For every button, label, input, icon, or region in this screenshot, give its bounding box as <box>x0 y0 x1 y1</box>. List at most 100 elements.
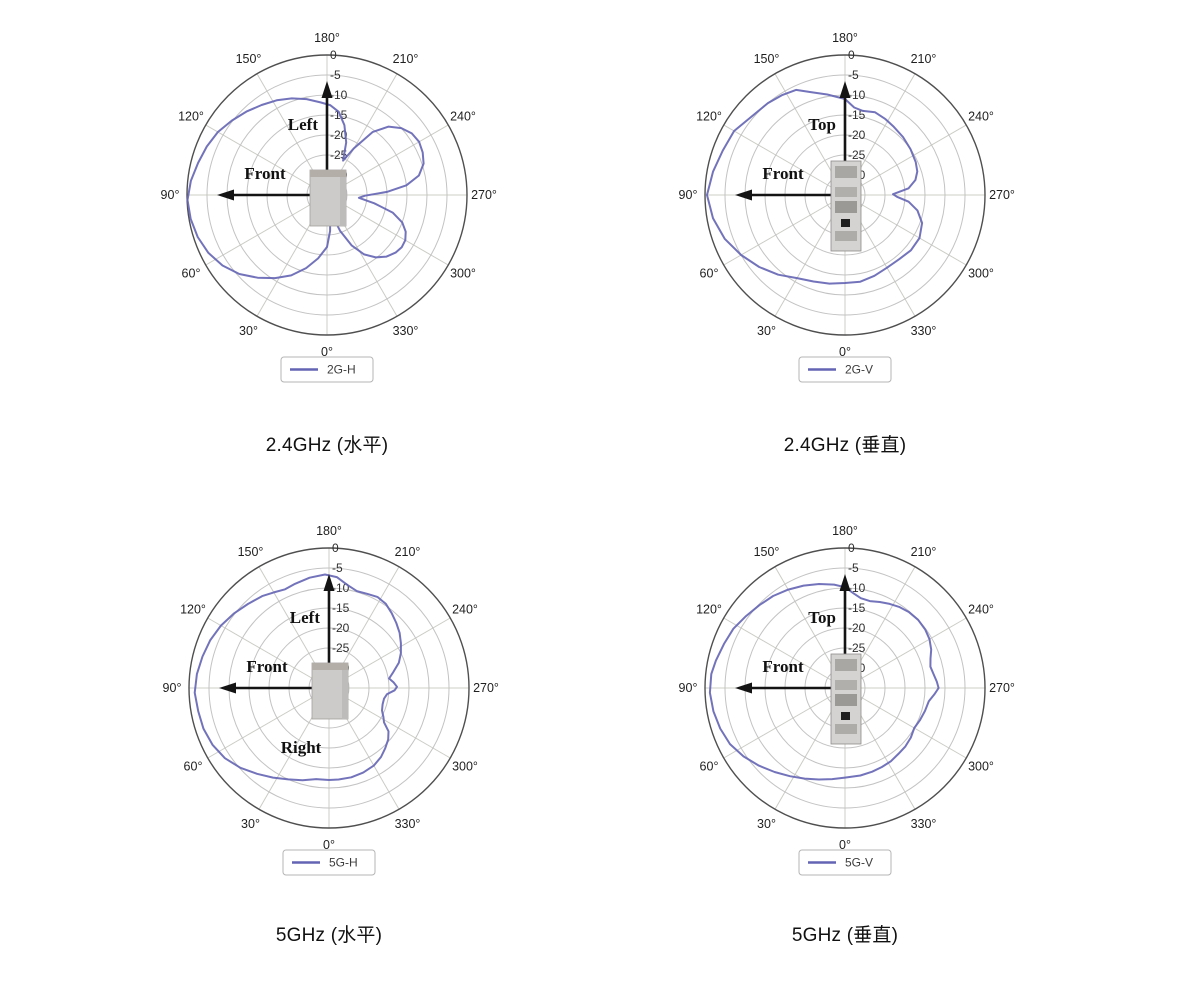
angle-gridline <box>326 194 449 266</box>
device-vent-mid-1 <box>835 187 857 197</box>
up-arrow-head <box>839 574 851 591</box>
angle-tick-label: 210° <box>911 52 937 66</box>
device-vent-bottom <box>835 724 857 734</box>
chart-caption-2g-v: 2.4GHz (垂直) <box>783 435 907 456</box>
angle-gridline <box>328 687 451 759</box>
radial-gridline <box>206 74 448 316</box>
radial-tick-label: -20 <box>848 128 866 142</box>
angle-tick-label: 180° <box>316 524 342 538</box>
angle-tick-label: 0° <box>321 345 333 359</box>
angle-tick-label: 330° <box>393 324 419 338</box>
angle-gridline <box>844 124 967 196</box>
legend-box <box>798 356 892 383</box>
outer-ring <box>704 547 986 829</box>
angle-tick-labels: 0° 30° 60° 90° 120° 150° 180° 210° 240° 270° 300° 3… <box>163 524 499 852</box>
radial-tick-label: -20 <box>330 128 348 142</box>
angle-tick-label: 120° <box>180 603 206 617</box>
angle-tick-label: 270° <box>989 681 1015 695</box>
angle-tick-label: 120° <box>696 110 722 124</box>
angle-tick-label: 90° <box>161 188 180 202</box>
radial-tick-label: -15 <box>332 601 350 615</box>
angle-tick-label: 210° <box>395 545 421 559</box>
chart-caption-5g-h: 5GHz (水平) <box>275 925 383 946</box>
left-arrow-head <box>217 189 234 201</box>
angle-tick-label: 120° <box>178 110 204 124</box>
radial-tick-label: -25 <box>848 148 866 162</box>
angle-tick-label: 30° <box>239 324 258 338</box>
chart-cell-2g-v: 0° 30° 60° 90° 120° 150° 180° 210° 240° 270° 300° 3… <box>615 27 1075 439</box>
radial-gridline <box>724 74 966 316</box>
device-dark-port <box>841 219 850 227</box>
angle-tick-label: 120° <box>696 603 722 617</box>
angle-gridline <box>326 124 449 196</box>
angle-tick-label: 330° <box>911 324 937 338</box>
radial-gridline <box>208 567 450 809</box>
device-image-front-view <box>309 169 347 227</box>
angle-tick-label: 330° <box>911 817 937 831</box>
chart-caption-5g-v: 5GHz (垂直) <box>791 925 899 946</box>
angle-tick-label: 270° <box>989 188 1015 202</box>
radial-tick-label: -10 <box>848 581 866 595</box>
left-arrow <box>735 682 845 694</box>
left-arrow-head <box>735 682 752 694</box>
angle-tick-label: 90° <box>163 681 182 695</box>
pattern-curve <box>193 573 402 782</box>
angle-tick-labels: 0° 30° 60° 90° 120° 150° 180° 210° 240° 270° 300° 3… <box>161 31 497 359</box>
legend-label: 5G-H <box>329 856 358 870</box>
angle-tick-label: 330° <box>395 817 421 831</box>
angle-gridline <box>844 617 967 689</box>
angle-tick-label: 300° <box>452 760 478 774</box>
annotation-label: Top <box>808 115 836 134</box>
device-image-side-view <box>830 160 862 252</box>
chart-cell-5g-h: 0° 30° 60° 90° 120° 150° 180° 210° 240° 270° 300° 3… <box>99 520 559 932</box>
chart-cell-5g-v: 0° 30° 60° 90° 120° 150° 180° 210° 240° 270° 300° 3… <box>615 520 1075 932</box>
angle-tick-label: 60° <box>182 267 201 281</box>
angle-tick-label: 300° <box>968 267 994 281</box>
radial-tick-label: 0 <box>332 541 339 555</box>
angle-tick-label: 180° <box>832 31 858 45</box>
angle-tick-label: 60° <box>700 267 719 281</box>
annotation-label: Top <box>808 608 836 627</box>
angle-gridline <box>723 124 846 196</box>
angle-tick-label: 270° <box>473 681 499 695</box>
angle-tick-labels: 0° 30° 60° 90° 120° 150° 180° 210° 240° 270° 300° 3… <box>679 524 1015 852</box>
device-image-side-view <box>830 653 862 745</box>
annotation-label: Front <box>762 657 804 676</box>
legend-box <box>798 849 892 876</box>
left-arrow-head <box>735 189 752 201</box>
angle-tick-label: 0° <box>323 838 335 852</box>
chart-caption-2g-h: 2.4GHz (水平) <box>265 435 389 456</box>
radial-tick-label: 0 <box>848 541 855 555</box>
legend-label: 2G-H <box>327 363 356 377</box>
radial-tick-labels: 0-5-10-15-20-25-30 <box>332 541 350 675</box>
device-side-shade <box>342 670 348 719</box>
up-arrow-head <box>323 574 335 591</box>
device-image-front-view <box>311 662 349 720</box>
angle-tick-labels: 0° 30° 60° 90° 120° 150° 180° 210° 240° 270° 300° 3… <box>679 31 1015 359</box>
polar-chart-5g-h: 0° 30° 60° 90° 120° 150° 180° 210° 240° 270° 300° 3… <box>163 524 499 876</box>
radial-tick-label: -15 <box>848 601 866 615</box>
angle-tick-label: 150° <box>754 545 780 559</box>
angle-tick-label: 30° <box>757 817 776 831</box>
angle-tick-label: 90° <box>679 188 698 202</box>
device-port-block <box>835 694 857 706</box>
radial-tick-label: -5 <box>330 68 341 82</box>
radial-tick-label: -25 <box>848 641 866 655</box>
angle-tick-label: 210° <box>911 545 937 559</box>
angle-tick-label: 30° <box>757 324 776 338</box>
legend-label: 2G-V <box>845 363 873 377</box>
angle-gridline <box>723 194 846 266</box>
legend: 2G-V <box>798 356 892 383</box>
annotation-label: Left <box>290 608 321 627</box>
angle-tick-label: 0° <box>839 838 851 852</box>
radial-tick-label: -20 <box>848 621 866 635</box>
angle-gridline <box>205 194 328 266</box>
polar-chart-5g-v: 0° 30° 60° 90° 120° 150° 180° 210° 240° 270° 300° 3… <box>679 524 1015 876</box>
annotation-label: Front <box>762 164 804 183</box>
radial-gridline <box>724 567 966 809</box>
radial-tick-label: 0 <box>848 48 855 62</box>
left-arrow-head <box>219 682 236 694</box>
angle-tick-label: 180° <box>314 31 340 45</box>
legend-box <box>282 849 376 876</box>
up-arrow-head <box>839 81 851 98</box>
